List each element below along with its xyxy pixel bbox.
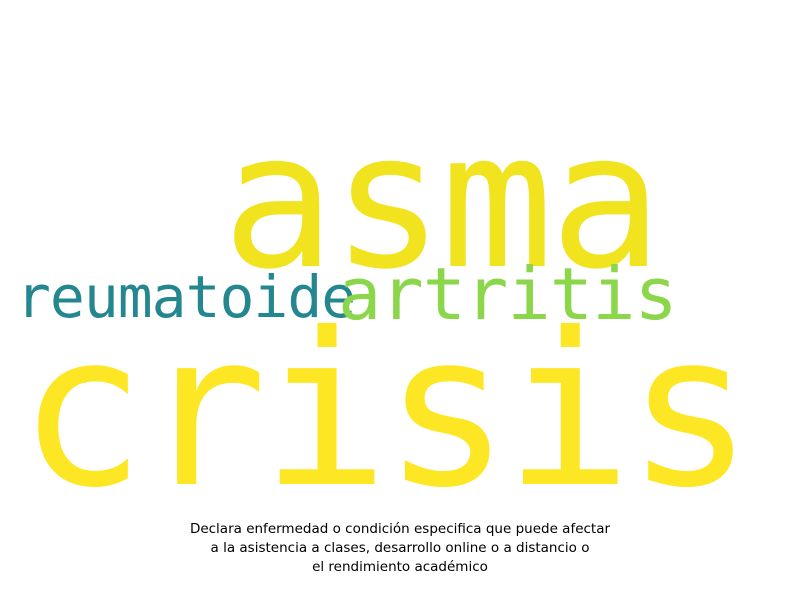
caption: Declara enfermedad o condición especific… [0,520,800,577]
word-reumatoide: reumatoide [16,263,356,331]
word-asma: asma [222,92,663,311]
caption-line-3: el rendimiento académico [312,559,488,575]
word-crisis: crisis [18,287,754,534]
caption-line-1: Declara enfermedad o condición especific… [189,521,611,537]
caption-line-2: a la asistencia a clases, desarrollo onl… [210,540,590,556]
word-artritis: artritis [338,252,678,336]
